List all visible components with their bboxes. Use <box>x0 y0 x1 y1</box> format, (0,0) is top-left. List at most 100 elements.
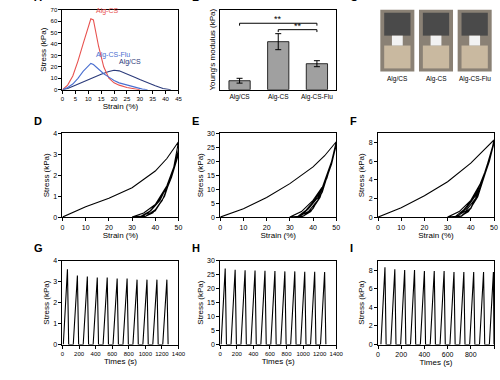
svg-text:1400: 1400 <box>330 351 344 357</box>
svg-text:50: 50 <box>51 30 58 36</box>
svg-text:Stress (kPa): Stress (kPa) <box>42 280 51 324</box>
svg-text:20: 20 <box>111 96 118 102</box>
svg-text:25: 25 <box>207 271 215 278</box>
svg-text:40: 40 <box>467 224 475 231</box>
svg-text:0: 0 <box>369 214 373 221</box>
svg-text:6: 6 <box>369 158 373 165</box>
svg-text:0: 0 <box>218 224 222 231</box>
svg-text:A: A <box>34 0 42 3</box>
svg-text:0: 0 <box>54 87 58 93</box>
svg-text:5: 5 <box>211 327 215 334</box>
svg-text:Alg/CS: Alg/CS <box>119 58 141 66</box>
svg-text:Alg-CS: Alg-CS <box>426 75 447 83</box>
svg-text:600: 600 <box>107 351 118 357</box>
svg-text:800: 800 <box>124 351 135 357</box>
svg-text:4: 4 <box>53 130 57 137</box>
svg-text:600: 600 <box>265 351 276 357</box>
svg-text:Times (s): Times (s) <box>262 357 295 366</box>
svg-text:40: 40 <box>309 224 317 231</box>
svg-text:8: 8 <box>369 267 373 274</box>
svg-text:20: 20 <box>207 285 215 292</box>
svg-text:1: 1 <box>53 193 57 200</box>
svg-text:F: F <box>350 115 357 127</box>
svg-text:1200: 1200 <box>155 351 169 357</box>
svg-text:20: 20 <box>421 224 429 231</box>
svg-text:15: 15 <box>207 172 215 179</box>
svg-text:6: 6 <box>369 285 373 292</box>
svg-text:Young's modulus (kPa): Young's modulus (kPa) <box>208 8 217 90</box>
svg-text:50: 50 <box>332 224 340 231</box>
svg-text:4: 4 <box>369 176 373 183</box>
svg-text:4: 4 <box>369 304 373 311</box>
svg-text:Alg-CS: Alg-CS <box>268 93 289 101</box>
svg-text:0: 0 <box>219 351 223 357</box>
svg-text:30: 30 <box>207 257 215 264</box>
svg-text:10: 10 <box>85 96 92 102</box>
svg-text:Stress (kPa): Stress (kPa) <box>42 153 51 197</box>
svg-text:35: 35 <box>149 96 156 102</box>
svg-text:2: 2 <box>53 172 57 179</box>
svg-text:D: D <box>34 115 42 127</box>
svg-text:Stress (kPa): Stress (kPa) <box>39 27 48 71</box>
svg-text:40: 40 <box>162 96 169 102</box>
svg-text:G: G <box>34 242 43 254</box>
svg-text:Alg-CS: Alg-CS <box>96 7 119 15</box>
svg-text:Stress (kPa): Stress (kPa) <box>196 280 205 324</box>
svg-text:1200: 1200 <box>313 351 327 357</box>
svg-text:Strain (%): Strain (%) <box>260 231 296 240</box>
svg-text:Times (s): Times (s) <box>419 358 452 367</box>
svg-text:1000: 1000 <box>296 351 310 357</box>
svg-text:1400: 1400 <box>172 351 186 357</box>
svg-text:0: 0 <box>211 341 215 348</box>
svg-text:0: 0 <box>61 224 65 231</box>
svg-text:20: 20 <box>51 64 58 70</box>
svg-text:10: 10 <box>207 186 215 193</box>
svg-text:200: 200 <box>74 351 85 357</box>
svg-text:200: 200 <box>232 351 243 357</box>
svg-text:H: H <box>192 242 200 254</box>
svg-text:30: 30 <box>136 96 143 102</box>
svg-text:5: 5 <box>74 96 78 102</box>
svg-text:20: 20 <box>105 224 113 231</box>
svg-text:200: 200 <box>395 351 407 358</box>
svg-text:40: 40 <box>151 224 159 231</box>
svg-text:0: 0 <box>369 341 373 348</box>
svg-text:Stress (kPa): Stress (kPa) <box>196 153 205 197</box>
svg-text:Alg-CS-Flu: Alg-CS-Flu <box>301 93 333 101</box>
svg-text:30: 30 <box>444 224 452 231</box>
svg-text:1000: 1000 <box>139 351 153 357</box>
svg-text:30: 30 <box>128 224 136 231</box>
svg-text:0: 0 <box>53 214 57 221</box>
svg-text:40: 40 <box>51 41 58 47</box>
svg-text:Strain (%): Strain (%) <box>103 231 139 240</box>
svg-text:3: 3 <box>53 151 57 158</box>
svg-text:45: 45 <box>175 96 182 102</box>
svg-text:400: 400 <box>419 351 431 358</box>
svg-text:15: 15 <box>207 299 215 306</box>
svg-text:10: 10 <box>82 224 90 231</box>
svg-text:30: 30 <box>286 224 294 231</box>
svg-text:0: 0 <box>376 224 380 231</box>
svg-text:800: 800 <box>465 351 477 358</box>
svg-text:400: 400 <box>91 351 102 357</box>
svg-text:2: 2 <box>53 299 57 306</box>
svg-text:50: 50 <box>490 224 498 231</box>
svg-text:Alg-CS-Flu: Alg-CS-Flu <box>96 51 130 59</box>
svg-text:2: 2 <box>369 322 373 329</box>
svg-text:15: 15 <box>98 96 105 102</box>
svg-text:C: C <box>350 0 358 3</box>
svg-text:10: 10 <box>207 313 215 320</box>
svg-text:10: 10 <box>51 75 58 81</box>
svg-text:Stress (kPa): Stress (kPa) <box>357 280 366 324</box>
svg-text:Alg/CS: Alg/CS <box>387 75 408 83</box>
svg-text:B: B <box>192 0 200 3</box>
svg-text:E: E <box>192 115 199 127</box>
svg-text:Alg/CS: Alg/CS <box>229 93 250 101</box>
svg-text:1: 1 <box>53 320 57 327</box>
svg-text:10: 10 <box>240 224 248 231</box>
svg-text:0: 0 <box>61 351 65 357</box>
svg-text:0: 0 <box>61 96 65 102</box>
svg-text:25: 25 <box>124 96 131 102</box>
svg-text:**: ** <box>294 21 302 31</box>
svg-text:Strain (%): Strain (%) <box>103 102 139 111</box>
